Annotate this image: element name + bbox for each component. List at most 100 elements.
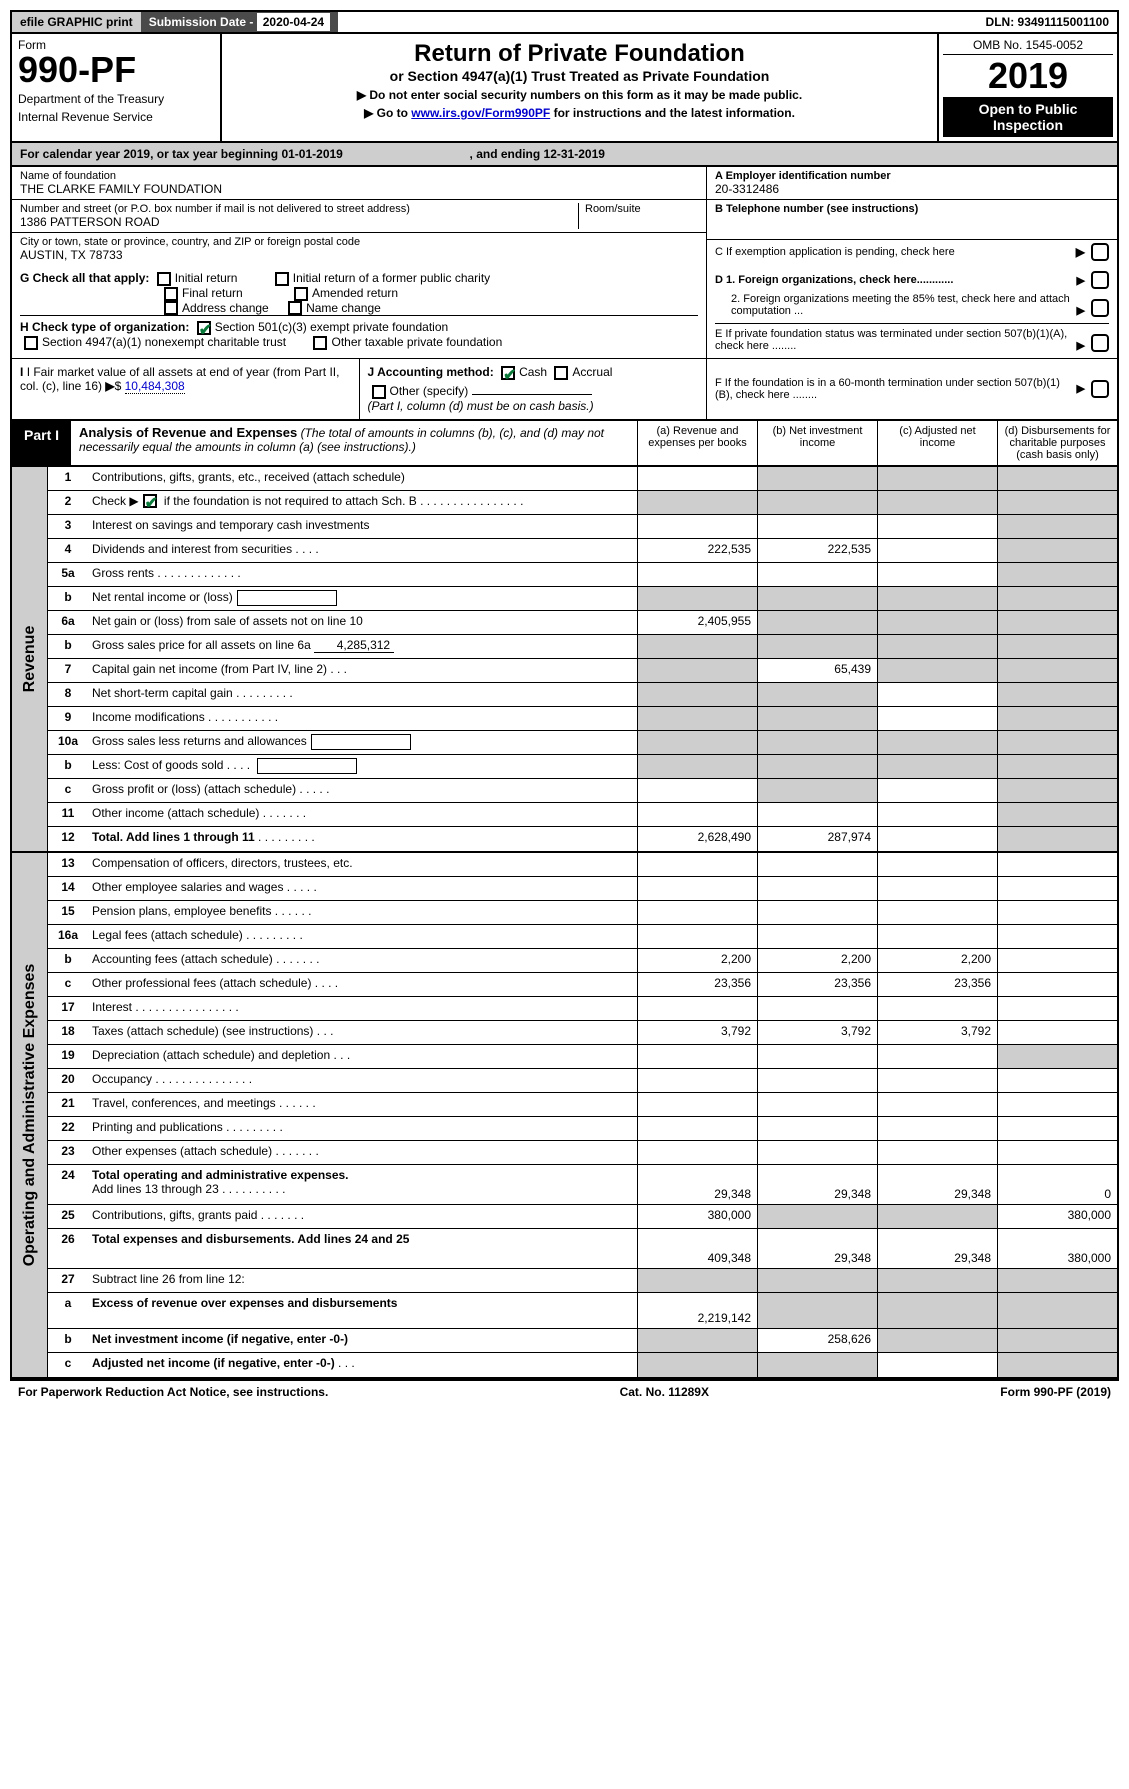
e-checkbox[interactable]: [1091, 334, 1109, 352]
revenue-side-label: Revenue: [21, 625, 39, 692]
open-inspection: Open to Public Inspection: [943, 97, 1113, 137]
part1-desc: Analysis of Revenue and Expenses (The to…: [71, 421, 637, 465]
line-21: Travel, conferences, and meetings . . . …: [88, 1093, 637, 1116]
line-5a: Gross rents . . . . . . . . . . . . .: [88, 563, 637, 586]
line-3: Interest on savings and temporary cash i…: [88, 515, 637, 538]
form-title: Return of Private Foundation: [228, 40, 931, 68]
line-27c: Adjusted net income (if negative, enter …: [88, 1353, 637, 1377]
efile-label: efile GRAPHIC print: [12, 12, 141, 32]
j-other-checkbox[interactable]: [372, 385, 386, 399]
g-address-checkbox[interactable]: [164, 301, 178, 315]
expenses-side-label: Operating and Administrative Expenses: [21, 963, 39, 1266]
line-26: Total expenses and disbursements. Add li…: [88, 1229, 637, 1268]
line-7: Capital gain net income (from Part IV, l…: [88, 659, 637, 682]
dept-treasury: Department of the Treasury: [18, 92, 214, 106]
footer-right: Form 990-PF (2019): [1000, 1385, 1111, 1399]
g-check-row: G Check all that apply: Initial return I…: [20, 271, 698, 286]
line-12: Total. Add lines 1 through 11 . . . . . …: [88, 827, 637, 851]
i-fmv-amount: 10,484,308: [125, 379, 185, 394]
d1-checkbox[interactable]: [1091, 271, 1109, 289]
line-14: Other employee salaries and wages . . . …: [88, 877, 637, 900]
ein-label: A Employer identification number: [715, 170, 1109, 182]
g-initial-checkbox[interactable]: [157, 272, 171, 286]
name-label: Name of foundation: [20, 170, 698, 182]
line-25: Contributions, gifts, grants paid . . . …: [88, 1205, 637, 1228]
g-name-checkbox[interactable]: [288, 301, 302, 315]
line-20: Occupancy . . . . . . . . . . . . . . .: [88, 1069, 637, 1092]
j-accrual-checkbox[interactable]: [554, 366, 568, 380]
part1-label: Part I: [12, 421, 71, 465]
addr-label: Number and street (or P.O. box number if…: [20, 203, 578, 215]
line-22: Printing and publications . . . . . . . …: [88, 1117, 637, 1140]
schb-checkbox[interactable]: [143, 494, 157, 508]
line-5b: Net rental income or (loss): [88, 587, 637, 610]
form-header: Form 990-PF Department of the Treasury I…: [10, 34, 1119, 143]
line-15: Pension plans, employee benefits . . . .…: [88, 901, 637, 924]
footer-left: For Paperwork Reduction Act Notice, see …: [18, 1385, 328, 1399]
col-b-header: (b) Net investment income: [757, 421, 877, 465]
j-label: J Accounting method:: [368, 365, 494, 379]
subdate-label: Submission Date - 2020-04-24: [141, 12, 338, 32]
e-label: E If private foundation status was termi…: [715, 328, 1077, 352]
line-27: Subtract line 26 from line 12:: [88, 1269, 637, 1292]
f-label: F If the foundation is in a 60-month ter…: [715, 377, 1077, 401]
j-cash-checkbox[interactable]: [501, 366, 515, 380]
form-note2: ▶ Go to www.irs.gov/Form990PF for instru…: [228, 106, 931, 120]
line-24: Total operating and administrative expen…: [88, 1165, 637, 1204]
address: 1386 PATTERSON ROAD: [20, 215, 578, 229]
line-10c: Gross profit or (loss) (attach schedule)…: [88, 779, 637, 802]
room-label: Room/suite: [585, 203, 698, 215]
form-number: 990-PF: [18, 52, 214, 88]
line-19: Depreciation (attach schedule) and deple…: [88, 1045, 637, 1068]
line-11: Other income (attach schedule) . . . . .…: [88, 803, 637, 826]
top-bar: efile GRAPHIC print Submission Date - 20…: [10, 10, 1119, 34]
dln: DLN: 93491115001100: [978, 12, 1117, 32]
h-501c3-checkbox[interactable]: [197, 321, 211, 335]
g-initial-former-checkbox[interactable]: [275, 272, 289, 286]
col-a-header: (a) Revenue and expenses per books: [637, 421, 757, 465]
line-10a: Gross sales less returns and allowances: [88, 731, 637, 754]
f-checkbox[interactable]: [1091, 380, 1109, 398]
city-label: City or town, state or province, country…: [20, 236, 698, 248]
line-6b: Gross sales price for all assets on line…: [88, 635, 637, 658]
line-2: Check ▶ if the foundation is not require…: [88, 491, 637, 514]
line-13: Compensation of officers, directors, tru…: [88, 853, 637, 876]
g-amended-checkbox[interactable]: [294, 287, 308, 301]
line-9: Income modifications . . . . . . . . . .…: [88, 707, 637, 730]
foundation-name: THE CLARKE FAMILY FOUNDATION: [20, 182, 698, 196]
line-6a: Net gain or (loss) from sale of assets n…: [88, 611, 637, 634]
c-exemption-label: C If exemption application is pending, c…: [715, 246, 1076, 258]
line-10b: Less: Cost of goods sold . . . .: [88, 755, 637, 778]
calendar-year: For calendar year 2019, or tax year begi…: [10, 143, 1119, 167]
omb-number: OMB No. 1545-0052: [943, 38, 1113, 55]
h-other-checkbox[interactable]: [313, 336, 327, 350]
line-16a: Legal fees (attach schedule) . . . . . .…: [88, 925, 637, 948]
line-18: Taxes (attach schedule) (see instruction…: [88, 1021, 637, 1044]
col-c-header: (c) Adjusted net income: [877, 421, 997, 465]
footer-mid: Cat. No. 11289X: [620, 1385, 709, 1399]
line-17: Interest . . . . . . . . . . . . . . . .: [88, 997, 637, 1020]
line-16b: Accounting fees (attach schedule) . . . …: [88, 949, 637, 972]
d2-checkbox[interactable]: [1091, 299, 1109, 317]
g-final-checkbox[interactable]: [164, 287, 178, 301]
tax-year: 2019: [943, 55, 1113, 97]
city-state-zip: AUSTIN, TX 78733: [20, 248, 698, 262]
col-d-header: (d) Disbursements for charitable purpose…: [997, 421, 1117, 465]
ein-value: 20-3312486: [715, 182, 1109, 196]
phone-label: B Telephone number (see instructions): [715, 203, 1109, 215]
line-16c: Other professional fees (attach schedule…: [88, 973, 637, 996]
d2-label: 2. Foreign organizations meeting the 85%…: [715, 293, 1077, 317]
line-1: Contributions, gifts, grants, etc., rece…: [88, 467, 637, 490]
line-23: Other expenses (attach schedule) . . . .…: [88, 1141, 637, 1164]
irs-link[interactable]: www.irs.gov/Form990PF: [411, 106, 550, 120]
line-27b: Net investment income (if negative, ente…: [88, 1329, 637, 1352]
line-4: Dividends and interest from securities .…: [88, 539, 637, 562]
d1-label: D 1. Foreign organizations, check here..…: [715, 274, 953, 286]
h-4947-checkbox[interactable]: [24, 336, 38, 350]
j-note: (Part I, column (d) must be on cash basi…: [368, 399, 699, 413]
form-note1: ▶ Do not enter social security numbers o…: [228, 88, 931, 102]
line-8: Net short-term capital gain . . . . . . …: [88, 683, 637, 706]
form-subtitle: or Section 4947(a)(1) Trust Treated as P…: [228, 68, 931, 84]
irs-label: Internal Revenue Service: [18, 110, 214, 124]
c-checkbox[interactable]: [1091, 243, 1109, 261]
